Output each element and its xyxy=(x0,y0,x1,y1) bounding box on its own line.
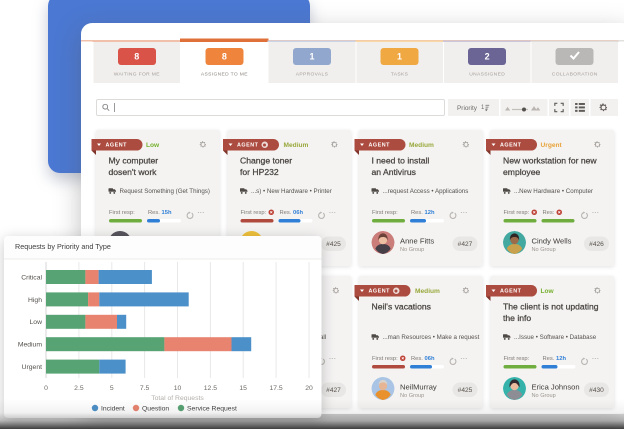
svg-text:5: 5 xyxy=(110,385,114,392)
svg-text:0: 0 xyxy=(44,385,48,392)
svg-text:Medium: Medium xyxy=(18,342,43,349)
svg-text:17.5: 17.5 xyxy=(269,385,282,392)
svg-text:2.5: 2.5 xyxy=(74,385,84,392)
svg-text:20: 20 xyxy=(305,385,313,392)
svg-text:7.5: 7.5 xyxy=(140,385,150,392)
svg-text:Critical: Critical xyxy=(21,274,42,281)
svg-text:High: High xyxy=(28,297,42,304)
svg-text:15: 15 xyxy=(239,385,247,392)
svg-text:Low: Low xyxy=(30,319,43,326)
svg-text:12.5: 12.5 xyxy=(204,385,217,392)
svg-text:10: 10 xyxy=(174,385,182,392)
svg-text:Urgent: Urgent xyxy=(22,364,43,371)
svg-text:Total of Requests: Total of Requests xyxy=(151,395,204,402)
svg-text:1: 1 xyxy=(481,105,485,111)
